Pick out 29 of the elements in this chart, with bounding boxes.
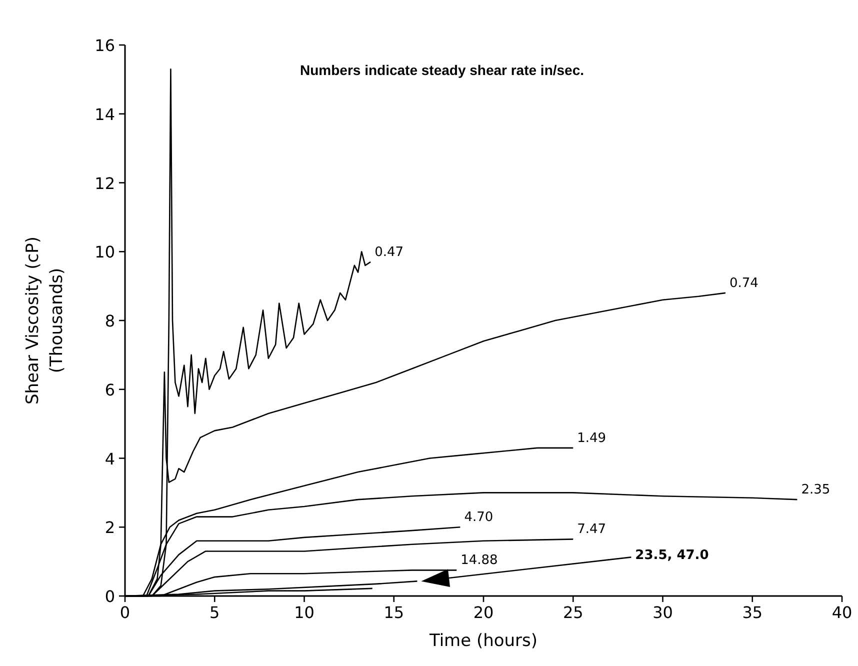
series-label: 2.35 [801, 482, 830, 498]
y-tick-label: 6 [104, 380, 115, 400]
y-tick-label: 12 [94, 174, 115, 193]
y-tick-label: 4 [104, 449, 115, 468]
series-label: 1.49 [577, 430, 606, 446]
x-tick-label: 25 [562, 603, 584, 622]
y-tick-label: 10 [94, 242, 115, 262]
x-tick-label: 35 [742, 603, 763, 622]
annotation: 23.5, 47.0 [635, 548, 709, 564]
x-tick-label: 0 [120, 603, 130, 622]
y-tick-label: 16 [94, 36, 115, 55]
series-label: 14.88 [460, 553, 498, 568]
x-tick-label: 30 [652, 603, 673, 622]
x-tick-label: 15 [384, 603, 404, 622]
y-tick-label: 8 [104, 312, 115, 330]
y-tick-label: 14 [94, 104, 115, 124]
y-tick-label: 2 [104, 518, 115, 538]
series-label: 0.47 [374, 244, 404, 260]
series-label: 0.74 [729, 276, 758, 291]
series-label: 7.47 [577, 522, 606, 538]
x-tick-label: 5 [210, 603, 220, 622]
y-axis-title: Shear Viscosity (cP) (Thousands) [23, 236, 67, 404]
x-tick-label: 20 [473, 603, 494, 622]
annotation: Numbers indicate steady shear rate in/sec. [300, 62, 584, 78]
series-label: 4.70 [464, 510, 494, 526]
x-tick-label: 40 [832, 603, 852, 622]
y-tick-label: 0 [104, 587, 115, 606]
x-tick-label: 10 [294, 603, 314, 622]
x-axis-title: Time (hours) [428, 631, 538, 651]
